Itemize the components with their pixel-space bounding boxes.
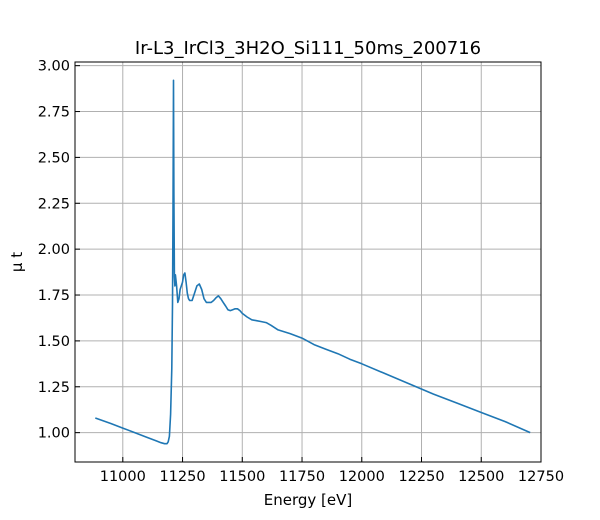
y-tick-label: 2.75 [38, 105, 70, 121]
y-tick-label: 3.00 [38, 59, 70, 75]
y-tick-label: 1.50 [38, 334, 70, 350]
y-tick-label: 1.25 [38, 380, 70, 396]
y-tick-label: 1.75 [38, 288, 70, 304]
plot-frame [74, 61, 542, 463]
x-tick-label: 11750 [279, 469, 325, 485]
y-tick-label: 2.50 [38, 150, 70, 166]
y-axis-label: μ t [8, 252, 26, 272]
chart-title: Ir-L3_IrCl3_3H2O_Si111_50ms_200716 [135, 38, 481, 59]
x-tick-label: 11000 [100, 469, 146, 485]
x-tick-label: 12750 [518, 469, 564, 485]
grid [75, 62, 542, 462]
y-tick-label: 1.00 [38, 426, 70, 442]
series-group [95, 79, 531, 445]
x-axis-label: Energy [eV] [264, 491, 352, 509]
x-tick-label: 12250 [398, 469, 444, 485]
x-tick-label: 12000 [339, 469, 385, 485]
y-tick-label: 2.00 [38, 242, 70, 258]
y-tick-label: 2.25 [38, 196, 70, 212]
ticks: 11000 11250 11500 11750 12000 12250 12500 12750… [38, 59, 564, 485]
x-tick-label: 12500 [458, 469, 504, 485]
series-line [95, 79, 531, 445]
x-tick-label: 11500 [219, 469, 265, 485]
x-tick-label: 11250 [159, 469, 205, 485]
